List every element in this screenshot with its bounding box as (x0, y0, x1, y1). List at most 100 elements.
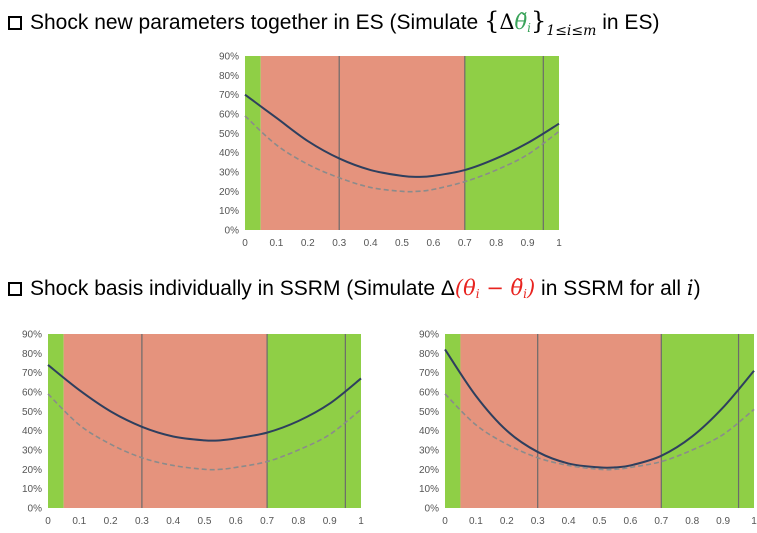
x-tick-label: 0.3 (135, 516, 149, 527)
expr-sub1: i (475, 287, 480, 301)
x-tick-label: 0.8 (291, 516, 305, 527)
var-i: i (686, 276, 694, 300)
expr-close: ) (527, 276, 536, 300)
x-tick-label: 1 (556, 238, 562, 249)
dashed-series-line (444, 393, 755, 471)
solid-series-line (244, 93, 560, 178)
y-tick-label: 0% (425, 504, 440, 515)
y-tick-label: 0% (28, 504, 43, 515)
theta-subscript: i (527, 21, 532, 35)
x-tick-label: 0.9 (521, 238, 535, 249)
region-green (48, 334, 64, 508)
x-tick-label: 1 (358, 516, 364, 527)
expr-mid: − θ̃ (479, 276, 524, 300)
x-tick-label: 0.3 (332, 238, 346, 249)
y-tick-label: 80% (22, 349, 42, 360)
bullet-ssrm: Shock basis individually in SSRM (Simula… (8, 275, 701, 307)
y-tick-label: 20% (419, 465, 439, 476)
brace-close: } (531, 7, 547, 35)
y-tick-label: 40% (219, 148, 239, 159)
x-tick-label: 0 (45, 516, 51, 527)
range-subscript: 1≤i≤m (546, 23, 597, 39)
x-tick-label: 0.5 (593, 516, 607, 527)
y-tick-label: 10% (419, 484, 439, 495)
x-tick-label: 0.8 (489, 238, 503, 249)
x-tick-label: 0.7 (260, 516, 274, 527)
y-tick-label: 20% (219, 187, 239, 198)
x-tick-label: 0.2 (301, 238, 315, 249)
region-red (460, 334, 662, 508)
x-tick-label: 0.1 (72, 516, 86, 527)
y-tick-label: 70% (419, 368, 439, 379)
y-tick-label: 90% (219, 52, 239, 63)
x-tick-label: 1 (751, 516, 757, 527)
y-tick-label: 10% (22, 484, 42, 495)
bullet-es-tail: in ES) (596, 11, 660, 34)
x-tick-label: 0.4 (166, 516, 180, 527)
y-tick-label: 40% (419, 426, 439, 437)
x-tick-label: 0.1 (469, 516, 483, 527)
x-tick-label: 0.7 (458, 238, 472, 249)
bullet-ssrm-lead: Shock basis individually in SSRM (Simula… (30, 277, 455, 300)
delta-symbol: Δ (499, 10, 515, 34)
theta-tilde: θ̃ (514, 10, 528, 34)
checkbox-bullet-icon (8, 16, 22, 30)
y-tick-label: 20% (22, 465, 42, 476)
dashed-series-line (47, 393, 362, 471)
x-tick-label: 0.1 (269, 238, 283, 249)
y-tick-label: 50% (419, 407, 439, 418)
y-tick-label: 90% (419, 330, 439, 341)
y-tick-label: 80% (419, 349, 439, 360)
x-tick-label: 0.2 (104, 516, 118, 527)
chart-top: 0% 10% 20% 30% 40% 50% 60% 70% 80% 90% 0 0.1 0.2 0.3 0… (219, 52, 562, 250)
y-tick-label: 60% (419, 388, 439, 399)
x-tick-label: 0.8 (685, 516, 699, 527)
x-tick-label: 0.6 (426, 238, 440, 249)
chart-bottom-right: 0% 10% 20% 30% 40% 50% 60% 70% 80% 90% 0 0.1 0.2 0.3 0… (419, 330, 757, 528)
x-tick-label: 0.3 (531, 516, 545, 527)
y-tick-label: 30% (22, 446, 42, 457)
x-tick-label: 0.9 (716, 516, 730, 527)
dashed-series-line (244, 115, 560, 193)
x-tick-label: 0 (242, 238, 248, 249)
x-tick-label: 0.6 (623, 516, 637, 527)
x-tick-label: 0.6 (229, 516, 243, 527)
bullet-es: Shock new parameters together in ES (Sim… (8, 8, 659, 44)
region-green (245, 56, 261, 230)
y-tick-label: 60% (219, 110, 239, 121)
y-tick-label: 50% (22, 407, 42, 418)
expr-sub2: i (523, 287, 527, 301)
region-green (445, 334, 461, 508)
y-tick-label: 90% (22, 330, 42, 341)
y-tick-label: 70% (219, 90, 239, 101)
x-tick-label: 0.5 (395, 238, 409, 249)
x-tick-label: 0.9 (323, 516, 337, 527)
solid-series-line (444, 348, 755, 469)
y-tick-label: 50% (219, 129, 239, 140)
expr-open: (θ (454, 276, 476, 300)
solid-series-line (47, 364, 362, 442)
y-tick-label: 30% (419, 446, 439, 457)
x-tick-label: 0.4 (562, 516, 576, 527)
checkbox-bullet-icon (8, 282, 22, 296)
y-tick-label: 70% (22, 368, 42, 379)
brace-open: { (484, 7, 500, 35)
y-tick-label: 60% (22, 388, 42, 399)
y-tick-label: 40% (22, 426, 42, 437)
region-red (260, 56, 465, 230)
region-red (63, 334, 268, 508)
x-tick-label: 0.2 (500, 516, 514, 527)
x-tick-label: 0.7 (654, 516, 668, 527)
y-tick-label: 0% (225, 226, 240, 237)
x-tick-label: 0.4 (364, 238, 378, 249)
chart-bottom-left: 0% 10% 20% 30% 40% 50% 60% 70% 80% 90% 0 0.1 0.2 0.3 0… (22, 330, 364, 528)
y-tick-label: 80% (219, 71, 239, 82)
bullet-es-lead: Shock new parameters together in ES (Sim… (30, 11, 485, 34)
x-tick-label: 0.5 (198, 516, 212, 527)
bullet-ssrm-end: ) (693, 277, 701, 300)
y-tick-label: 10% (219, 206, 239, 217)
y-tick-label: 30% (219, 168, 239, 179)
x-tick-label: 0 (442, 516, 448, 527)
bullet-ssrm-tail: in SSRM for all (535, 277, 687, 300)
